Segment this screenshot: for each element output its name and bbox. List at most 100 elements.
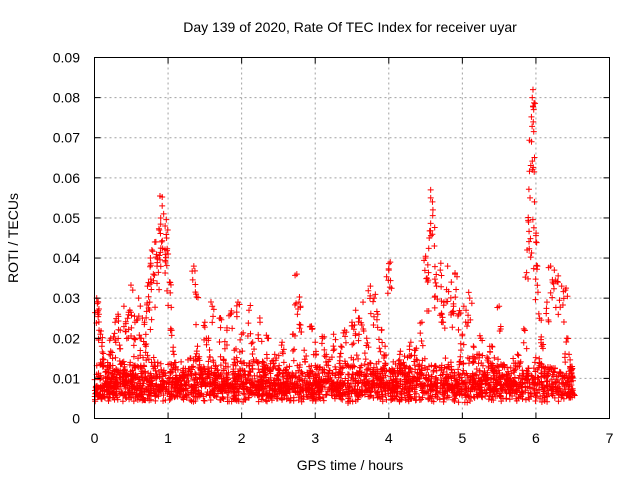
data-point bbox=[530, 106, 537, 113]
data-point bbox=[188, 363, 195, 370]
data-point bbox=[247, 302, 254, 309]
data-point-baseline bbox=[332, 363, 339, 370]
data-point-baseline bbox=[237, 358, 244, 365]
data-point bbox=[545, 318, 552, 325]
data-point bbox=[431, 243, 438, 250]
data-point-baseline bbox=[152, 397, 159, 404]
data-point bbox=[487, 349, 494, 356]
data-point-baseline bbox=[463, 387, 470, 394]
data-point-baseline bbox=[374, 370, 381, 377]
data-point-baseline bbox=[464, 399, 471, 406]
data-point bbox=[149, 248, 156, 255]
data-point bbox=[323, 362, 330, 369]
data-point-baseline bbox=[118, 389, 125, 396]
data-point-baseline bbox=[134, 393, 141, 400]
data-point-baseline bbox=[303, 393, 310, 400]
data-point bbox=[405, 376, 412, 383]
data-point-baseline bbox=[538, 378, 545, 385]
data-point-baseline bbox=[126, 361, 133, 368]
data-point bbox=[305, 372, 312, 379]
data-point bbox=[281, 390, 288, 397]
data-point bbox=[370, 322, 377, 329]
data-point bbox=[263, 351, 270, 358]
data-point bbox=[418, 338, 425, 345]
data-point bbox=[239, 348, 246, 355]
data-point-baseline bbox=[220, 365, 227, 372]
data-point bbox=[242, 374, 249, 381]
data-point bbox=[465, 289, 472, 296]
data-point bbox=[131, 335, 138, 342]
data-point bbox=[154, 280, 161, 287]
data-point-baseline bbox=[197, 366, 204, 373]
data-point bbox=[421, 257, 428, 264]
data-point bbox=[387, 259, 394, 266]
data-point-baseline bbox=[283, 364, 290, 371]
data-point bbox=[147, 255, 154, 262]
data-point bbox=[163, 262, 170, 269]
data-point bbox=[530, 164, 537, 171]
data-point-baseline bbox=[207, 397, 214, 404]
data-point-baseline bbox=[470, 375, 477, 382]
data-point bbox=[528, 250, 535, 257]
data-point bbox=[438, 283, 445, 290]
data-point-baseline bbox=[138, 370, 145, 377]
data-point bbox=[132, 362, 139, 369]
data-point bbox=[157, 256, 164, 263]
data-point bbox=[111, 368, 118, 375]
data-point bbox=[147, 263, 154, 270]
data-point bbox=[189, 276, 196, 283]
data-point bbox=[253, 387, 260, 394]
x-tick-label: 3 bbox=[311, 430, 319, 446]
data-point bbox=[433, 271, 440, 278]
data-point bbox=[529, 216, 536, 223]
data-point bbox=[452, 294, 459, 301]
data-point-baseline bbox=[416, 393, 423, 400]
data-point bbox=[106, 337, 113, 344]
data-point-baseline bbox=[320, 397, 327, 404]
data-point bbox=[549, 294, 556, 301]
data-point-baseline bbox=[473, 365, 480, 372]
data-point bbox=[203, 335, 210, 342]
data-point-baseline bbox=[147, 392, 154, 399]
data-point-baseline bbox=[336, 360, 343, 367]
data-point bbox=[429, 198, 436, 205]
data-point bbox=[568, 370, 575, 377]
data-point-baseline bbox=[517, 358, 524, 365]
data-point bbox=[118, 360, 125, 367]
data-point bbox=[382, 360, 389, 367]
data-point bbox=[130, 342, 137, 349]
data-point bbox=[222, 382, 229, 389]
data-point-baseline bbox=[321, 384, 328, 391]
data-point bbox=[384, 290, 391, 297]
data-point bbox=[232, 345, 239, 352]
data-point bbox=[210, 313, 217, 320]
data-point-baseline bbox=[509, 392, 516, 399]
data-point bbox=[122, 376, 129, 383]
data-point bbox=[363, 342, 370, 349]
data-point bbox=[336, 353, 343, 360]
data-point bbox=[236, 301, 243, 308]
data-point bbox=[145, 293, 152, 300]
y-tick-label: 0.05 bbox=[53, 210, 80, 226]
data-point bbox=[535, 310, 542, 317]
data-point bbox=[206, 346, 213, 353]
data-point-baseline bbox=[141, 363, 148, 370]
data-point-baseline bbox=[484, 376, 491, 383]
data-point-baseline bbox=[180, 396, 187, 403]
data-point bbox=[427, 194, 434, 201]
data-point-baseline bbox=[462, 389, 469, 396]
data-point-baseline bbox=[292, 387, 299, 394]
data-point bbox=[424, 279, 431, 286]
data-point bbox=[497, 323, 504, 330]
data-point bbox=[162, 254, 169, 261]
data-point bbox=[519, 381, 526, 388]
data-point bbox=[142, 349, 149, 356]
data-point-baseline bbox=[469, 379, 476, 386]
data-point bbox=[223, 324, 230, 331]
data-point bbox=[460, 303, 467, 310]
data-point-baseline bbox=[478, 387, 485, 394]
data-point bbox=[304, 369, 311, 376]
data-point-baseline bbox=[433, 387, 440, 394]
data-point bbox=[555, 272, 562, 279]
data-point bbox=[325, 378, 332, 385]
